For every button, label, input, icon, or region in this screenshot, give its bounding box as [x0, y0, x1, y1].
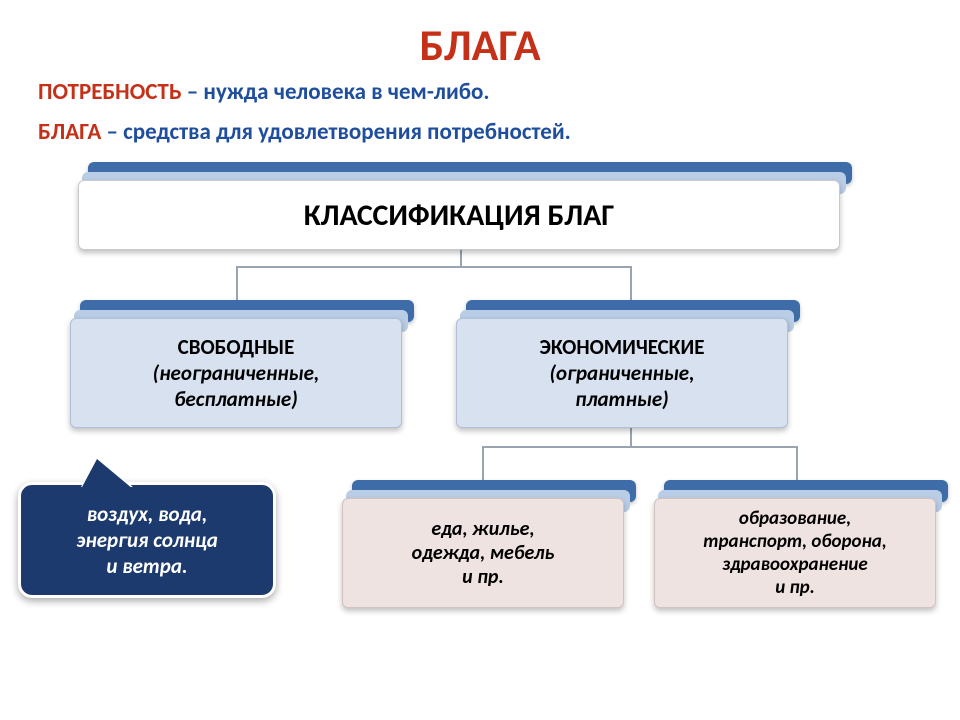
definition-row: ПОТРЕБНОСТЬ – нужда человека в чем-либо. — [38, 78, 922, 106]
examples-callout: воздух, вода,энергия солнцаи ветра. — [18, 482, 276, 598]
classification-diagram: КЛАССИФИКАЦИЯ БЛАГ СВОБОДНЫЕ(неограниченн… — [0, 162, 960, 682]
connector — [482, 446, 484, 484]
definition-term: БЛАГА — [38, 118, 101, 146]
connector — [482, 446, 798, 448]
level2-node-econ-subtitle: (ограниченные,платные) — [549, 360, 694, 412]
definition-text: – средства для удовлетворения потребност… — [101, 118, 571, 146]
level2-node-free-face: СВОБОДНЫЕ(неограниченные,бесплатные) — [70, 318, 402, 428]
level3-node-public-face: образование,транспорт, оборона,здравоохр… — [654, 498, 936, 608]
level3-node-private: еда, жилье,одежда, мебельи пр. — [342, 480, 632, 608]
level2-node-free-title: СВОБОДНЫЕ — [178, 334, 295, 360]
level2-node-free: СВОБОДНЫЕ(неограниченные,бесплатные) — [70, 300, 410, 428]
definition-text: – нужда человека в чем-либо. — [182, 78, 490, 106]
connector — [796, 446, 798, 484]
level3-node-private-face: еда, жилье,одежда, мебельи пр. — [342, 498, 624, 608]
root-node: КЛАССИФИКАЦИЯ БЛАГ — [78, 162, 848, 250]
level2-node-econ-title: ЭКОНОМИЧЕСКИЕ — [540, 334, 705, 360]
root-node-title: КЛАССИФИКАЦИЯ БЛАГ — [304, 197, 614, 234]
level3-node-public: образование,транспорт, оборона,здравоохр… — [654, 480, 944, 608]
level3-node-private-subtitle: еда, жилье,одежда, мебельи пр. — [412, 517, 555, 589]
level2-node-free-subtitle: (неограниченные,бесплатные) — [153, 360, 320, 412]
definition-term: ПОТРЕБНОСТЬ — [38, 78, 182, 106]
root-node-face: КЛАССИФИКАЦИЯ БЛАГ — [78, 180, 840, 250]
level2-node-econ-face: ЭКОНОМИЧЕСКИЕ(ограниченные,платные) — [456, 318, 788, 428]
page-title: БЛАГА — [0, 0, 960, 72]
connector — [236, 266, 632, 268]
definition-row: БЛАГА – средства для удовлетворения потр… — [38, 118, 922, 146]
level2-node-econ: ЭКОНОМИЧЕСКИЕ(ограниченные,платные) — [456, 300, 796, 428]
level3-node-public-subtitle: образование,транспорт, оборона,здравоохр… — [703, 507, 886, 599]
definitions-block: ПОТРЕБНОСТЬ – нужда человека в чем-либо.… — [0, 72, 960, 162]
